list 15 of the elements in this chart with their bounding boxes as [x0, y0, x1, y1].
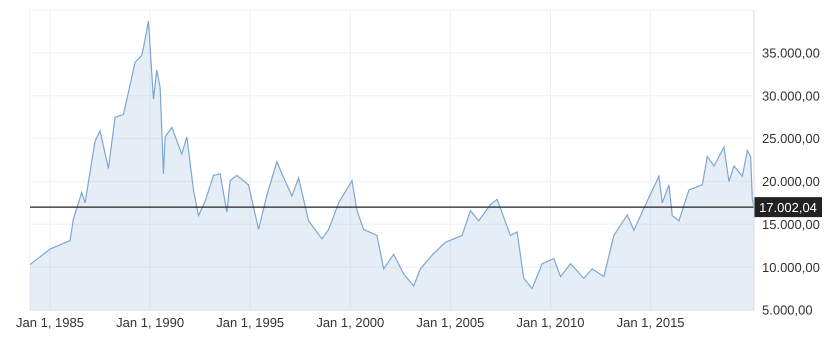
x-tick-label: Jan 1, 1990 [116, 315, 184, 330]
y-tick-label: 10.000,00 [762, 260, 820, 275]
y-tick-label: 25.000,00 [762, 131, 820, 146]
x-tick-label: Jan 1, 2015 [616, 315, 685, 330]
x-tick-label: Jan 1, 1985 [16, 315, 84, 330]
ref-line-label: 17.002,04 [759, 200, 817, 216]
x-tick-label: Jan 1, 2010 [516, 315, 584, 330]
x-tick-label: Jan 1, 2005 [416, 315, 484, 330]
x-tick-label: Jan 1, 1995 [216, 315, 284, 330]
y-tick-label: 35.000,00 [762, 45, 820, 60]
y-tick-label: 5.000,00 [762, 302, 813, 318]
y-tick-label: 20.000,00 [762, 174, 820, 190]
y-tick-label: 30.000,00 [762, 88, 820, 104]
x-tick-label: Jan 1, 2000 [316, 315, 384, 330]
y-tick-label: 15.000,00 [762, 216, 820, 232]
